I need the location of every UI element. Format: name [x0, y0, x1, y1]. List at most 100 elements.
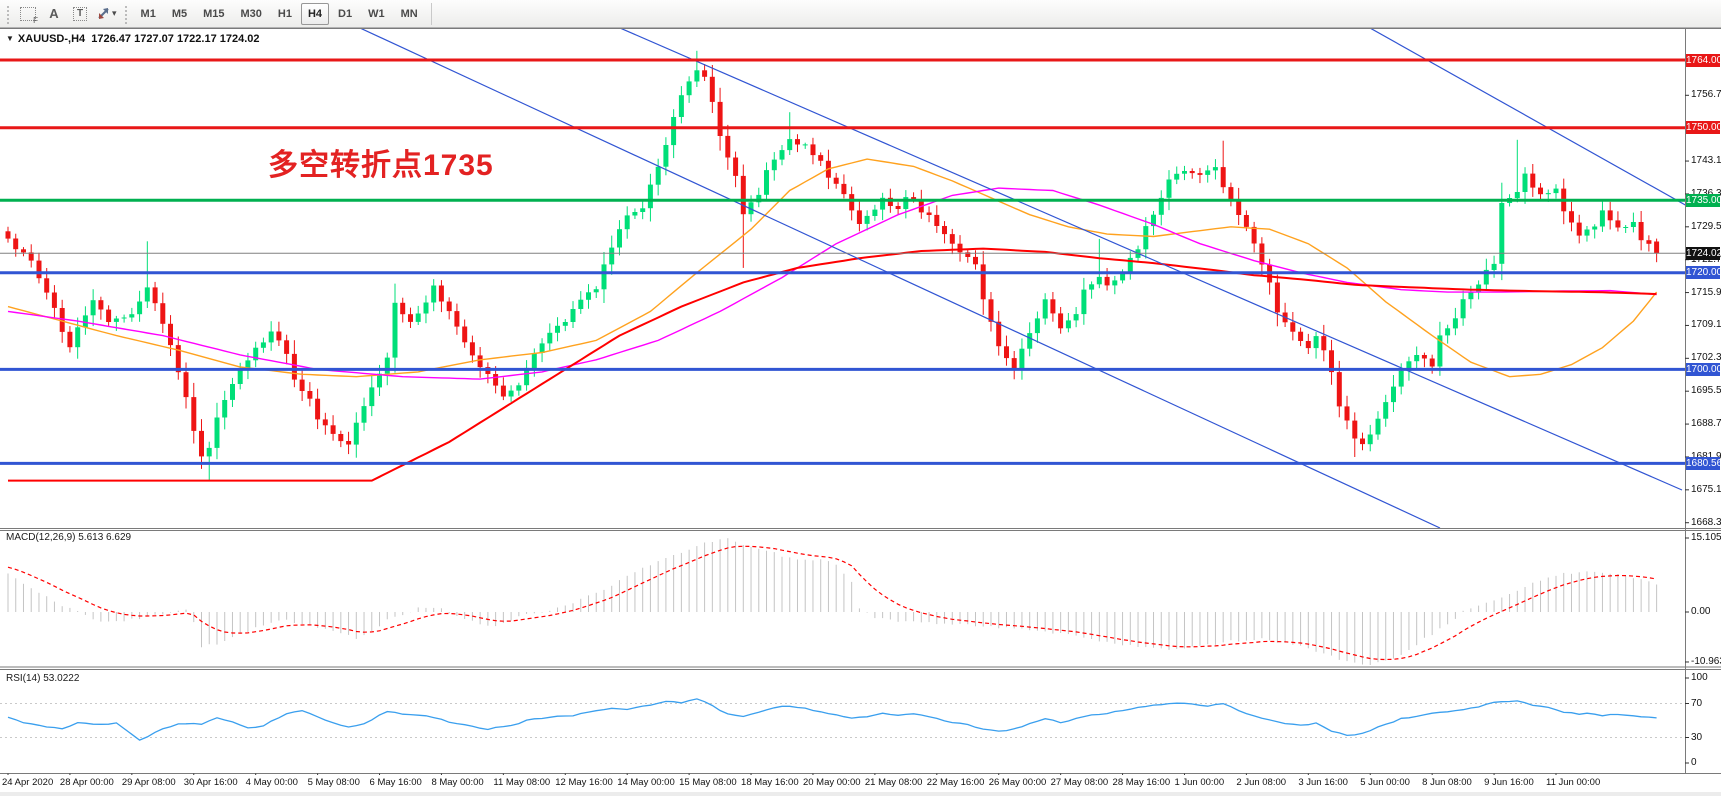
ohlc-high: 1727.07: [134, 33, 174, 45]
price-tick-1688.70: 1688.70: [1691, 418, 1721, 430]
timeframe-button-H1[interactable]: H1: [271, 3, 299, 25]
price-label-1680.56: 1680.56: [1686, 456, 1721, 470]
price-tick-1729.50: 1729.50: [1691, 220, 1721, 232]
time-label-20: 1 Jun 00:00: [1174, 777, 1225, 788]
boxed-t-icon: T: [72, 6, 88, 21]
dotted-grid-icon: F: [20, 6, 38, 24]
macd-scale-0.00: 0.00: [1691, 606, 1711, 617]
price-tick-1675.10: 1675.10: [1691, 483, 1721, 495]
candlesticks: [5, 50, 1660, 481]
price-tick-1702.30: 1702.30: [1691, 352, 1721, 364]
time-label-2: 28 Apr 00:00: [59, 777, 114, 788]
time-label-6: 5 May 08:00: [307, 777, 360, 788]
time-label-26: 11 Jun 00:00: [1546, 777, 1601, 788]
macd-panel: [7, 538, 1658, 665]
main-price-panel: [0, 29, 1685, 528]
window-bottom-edge: [0, 792, 1721, 796]
timeframe-button-H4[interactable]: H4: [300, 2, 330, 25]
price-tick-1709.10: 1709.10: [1691, 319, 1721, 331]
ohlc-low: 1722.17: [176, 33, 217, 45]
rsi-scale-100: 100: [1691, 672, 1708, 683]
time-label-25: 9 Jun 16:00: [1484, 777, 1534, 788]
trendline-1: [620, 29, 1683, 491]
price-label-1724.02: 1724.02: [1686, 246, 1721, 260]
toolbar-drag-handle-2[interactable]: [123, 3, 129, 24]
time-label-19: 28 May 16:00: [1112, 777, 1171, 788]
time-label-13: 18 May 16:00: [741, 777, 799, 788]
ohlc-open: 1726.47: [91, 33, 132, 45]
price-tick-1715.90: 1715.90: [1691, 286, 1721, 298]
price-tick-1695.50: 1695.50: [1691, 385, 1721, 397]
price-label-1735.00: 1735.00: [1686, 193, 1721, 207]
price-scale[interactable]: 1756.701743.101736.301729.501722.701715.…: [1685, 28, 1721, 796]
symbol-collapse-icon: ▼: [6, 34, 14, 43]
trendline-2: [360, 29, 1441, 528]
time-label-11: 14 May 00:00: [617, 777, 675, 788]
time-label-7: 6 May 16:00: [369, 777, 422, 788]
text-label-tool-button[interactable]: A: [41, 3, 67, 25]
rsi-scale-30: 30: [1691, 731, 1703, 743]
timeframe-button-W1[interactable]: W1: [361, 3, 392, 25]
price-label-1720.00: 1720.00: [1686, 266, 1721, 280]
timeframe-button-M5[interactable]: M5: [165, 3, 194, 25]
time-axis[interactable]: 24 Apr 2020 28 Apr 00:00 29 Apr 08:00 30 Ap…: [0, 775, 1721, 796]
ma-slow-red: [8, 247, 1657, 482]
time-label-24: 8 Jun 08:00: [1422, 777, 1472, 788]
rsi-label: RSI(14) 53.0222: [6, 673, 80, 684]
price-tick-1736.30: 1736.30: [1691, 188, 1721, 199]
symbol-timeframe: XAUUSD-,H4: [17, 33, 86, 45]
toolbar: F A T ▾ M1 M5 M15 M30 H1 H4 D1 W1 MN: [0, 0, 1721, 28]
time-label-18: 27 May 08:00: [1050, 777, 1109, 788]
toolbar-drag-handle[interactable]: [6, 3, 11, 24]
rsi-panel: [0, 698, 1685, 741]
ma-fast-orange: [7, 158, 1658, 378]
toolbar-separator: [430, 2, 432, 25]
time-label-23: 5 Jun 00:00: [1360, 777, 1410, 788]
macd-signal-line: [7, 545, 1657, 661]
macd-scale--10.963: -10.963: [1691, 655, 1721, 667]
ohlc-close: 1724.02: [219, 33, 260, 45]
time-label-16: 22 May 16:00: [926, 777, 985, 788]
price-label-1700.00: 1700.00: [1686, 362, 1721, 376]
price-tick-1681.90: 1681.90: [1691, 451, 1721, 462]
time-label-1: 24 Apr 2020: [2, 777, 54, 788]
timeframe-button-M15[interactable]: M15: [196, 3, 231, 25]
time-label-4: 30 Apr 16:00: [183, 777, 238, 788]
timeframe-button-MN[interactable]: MN: [394, 3, 425, 25]
time-label-14: 20 May 00:00: [802, 777, 861, 788]
chevron-down-icon[interactable]: ▾: [112, 8, 117, 18]
text-tool-button[interactable]: T: [67, 3, 93, 25]
price-tick-1743.10: 1743.10: [1691, 155, 1721, 167]
time-label-9: 11 May 08:00: [493, 777, 551, 788]
price-label-1764.00: 1764.00: [1686, 53, 1721, 67]
time-label-10: 12 May 16:00: [555, 777, 613, 788]
rsi-scale-70: 70: [1691, 697, 1703, 709]
time-label-3: 29 Apr 08:00: [121, 777, 176, 788]
macd-label: MACD(12,26,9) 5.613 6.629: [6, 532, 132, 543]
letter-a-icon: A: [49, 6, 59, 21]
timeframe-group: M1 M5 M15 M30 H1 H4 D1 W1 MN: [133, 2, 426, 25]
time-label-12: 15 May 08:00: [679, 777, 737, 788]
arrows-tool-button[interactable]: ▾: [93, 3, 120, 25]
annotation-text: 多空转折点1735: [268, 149, 494, 182]
time-label-8: 8 May 00:00: [431, 777, 484, 788]
time-label-15: 21 May 08:00: [864, 777, 923, 788]
timeframe-button-D1[interactable]: D1: [331, 3, 359, 25]
timeframe-button-M1[interactable]: M1: [134, 3, 163, 25]
chart-title: ▼ XAUUSD-,H4 1726.47 1727.07 1722.17 1724…: [6, 33, 260, 45]
macd-scale-15.105: 15.105: [1691, 532, 1721, 543]
price-tick-1668.30: 1668.30: [1691, 516, 1721, 528]
figures-tool-button[interactable]: F: [15, 3, 41, 25]
time-label-5: 4 May 00:00: [245, 777, 298, 788]
rsi-line: [7, 698, 1657, 741]
time-label-22: 3 Jun 16:00: [1298, 777, 1348, 788]
time-label-21: 2 Jun 08:00: [1236, 777, 1287, 788]
rsi-scale-0: 0: [1691, 757, 1697, 768]
price-tick-1756.70: 1756.70: [1691, 89, 1721, 101]
diagonal-arrows-icon: [98, 8, 109, 19]
timeframe-button-M30[interactable]: M30: [234, 3, 269, 25]
price-label-1750.00: 1750.00: [1686, 121, 1721, 135]
time-label-17: 26 May 00:00: [988, 777, 1047, 788]
